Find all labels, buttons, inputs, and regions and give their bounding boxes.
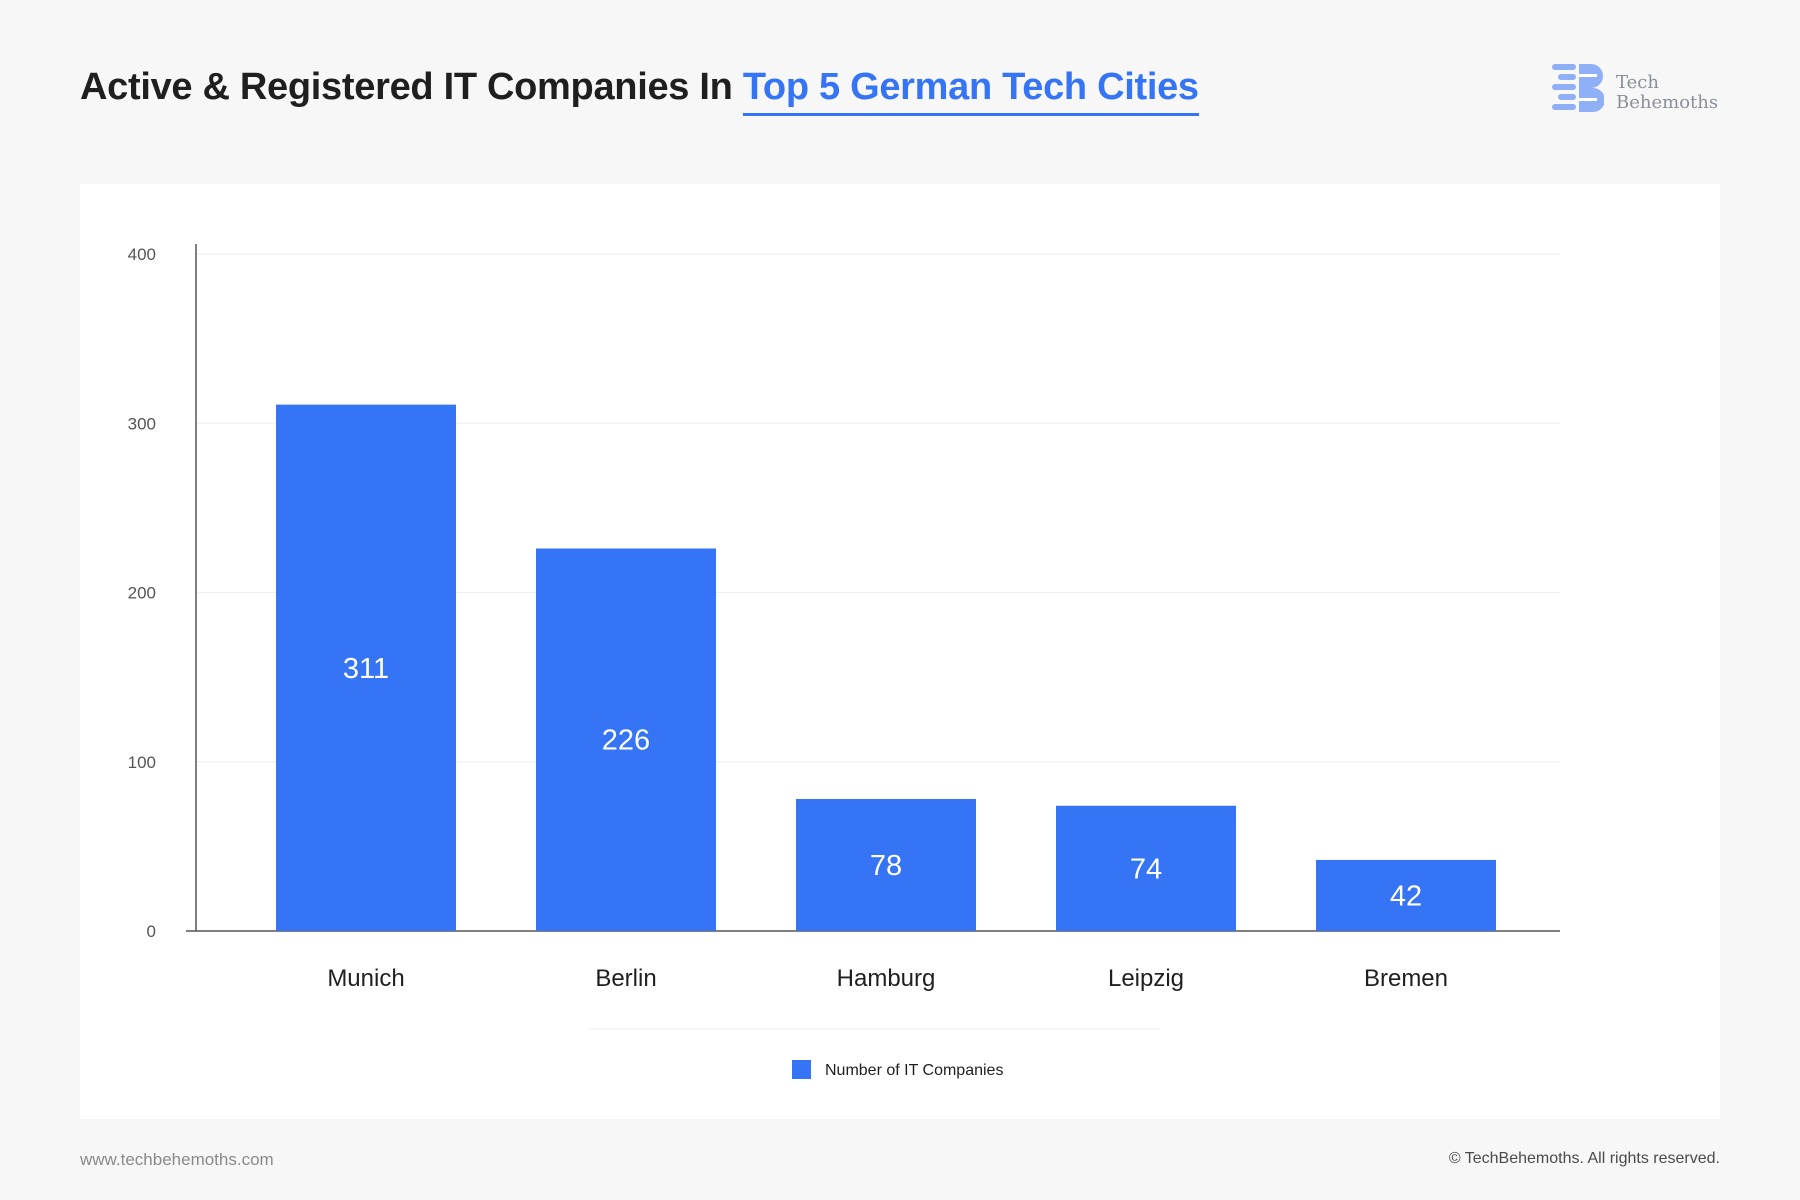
footer-website[interactable]: www.techbehemoths.com — [80, 1150, 274, 1169]
bar-data-label: 42 — [1390, 880, 1422, 912]
techbehemoths-logo[interactable]: Tech Behemoths — [1552, 62, 1718, 123]
x-tick-label: Bremen — [1364, 965, 1448, 992]
title-prefix: Active & Registered IT Companies In — [80, 66, 743, 108]
bar-chart: 0 100 200 300 400 311 Munich 226 Berlin 78 Hamburg… — [128, 244, 1560, 1079]
logo-wordmark: Tech Behemoths — [1616, 71, 1719, 113]
legend-swatch — [792, 1060, 811, 1079]
page-title: Active & Registered IT Companies In Top … — [80, 66, 1199, 116]
y-tick-label: 0 — [147, 922, 156, 941]
x-tick-label: Munich — [327, 965, 404, 992]
bar-data-label: 78 — [870, 850, 902, 882]
x-tick-label: Berlin — [595, 965, 656, 992]
x-tick-label: Leipzig — [1108, 965, 1184, 992]
bar — [1056, 805, 1236, 931]
x-tick-label: Hamburg — [837, 965, 936, 992]
y-tick-label: 400 — [128, 245, 156, 264]
title-highlight: Top 5 German Tech Cities — [742, 66, 1199, 116]
y-tick-label: 200 — [128, 584, 156, 603]
bar — [536, 548, 716, 931]
legend-label: Number of IT Companies — [825, 1062, 1003, 1079]
y-tick-label: 300 — [128, 414, 156, 433]
bar-data-label: 74 — [1130, 853, 1162, 885]
bar — [1316, 859, 1496, 931]
footer-copyright: © TechBehemoths. All rights reserved. — [1448, 1150, 1720, 1167]
chart-card: 0 100 200 300 400 311 Munich 226 Berlin 78 Hamburg… — [80, 184, 1720, 1119]
logo-line1: Tech — [1616, 71, 1659, 93]
bar-data-label: 226 — [602, 725, 650, 757]
y-tick-label: 100 — [128, 753, 156, 772]
bar-data-label: 311 — [343, 653, 389, 685]
bar — [796, 798, 976, 931]
techbehemoths-logo-icon — [1552, 62, 1605, 123]
logo-line2: Behemoths — [1616, 91, 1719, 113]
bar — [276, 404, 456, 931]
